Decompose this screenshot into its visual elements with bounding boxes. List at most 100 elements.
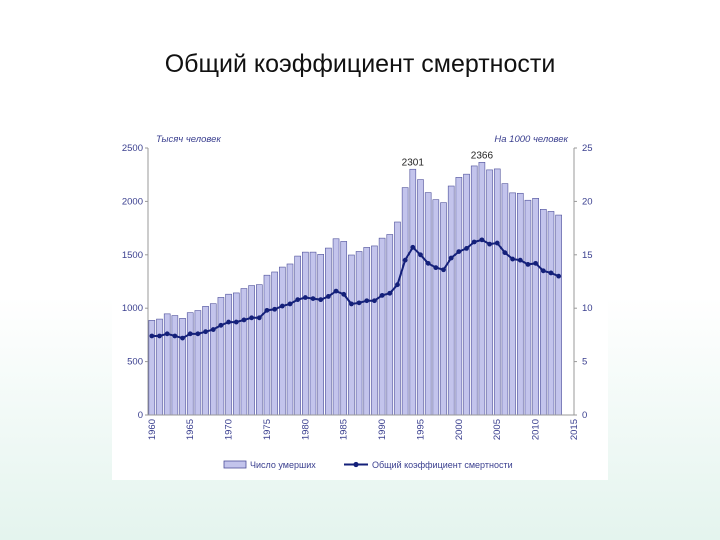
legend: Число умерших Общий коэффициент смертнос… [223,460,513,470]
slide-title: Общий коэффициент смертности [164,50,556,78]
left-axis-unit-label: Тысяч человек [156,134,221,145]
right-tick-label: 25 [582,143,593,154]
bar-1992 [394,221,401,416]
rate-point-1992 [395,282,400,288]
bar-1968 [209,303,217,416]
bar-1973 [248,285,255,416]
bar-1963 [171,315,179,416]
right-tick-label: 5 [582,357,587,368]
bar-1993 [401,187,409,416]
rate-point-1968 [210,327,216,332]
rate-point-1989 [372,298,377,304]
bar-2011 [539,209,547,416]
left-tick-label: 2000 [122,196,143,207]
rate-point-2007 [510,256,515,262]
bar-2010 [532,198,539,416]
rate-point-1966 [195,331,201,337]
rate-point-1990 [379,292,385,298]
rate-point-1996 [425,260,431,266]
rate-point-1999 [448,255,454,261]
bar-1961 [156,318,163,416]
rate-point-1982 [318,297,324,303]
rate-point-1980 [302,295,308,300]
rate-point-1986 [349,301,354,307]
x-tick-label: 1990 [377,419,388,440]
left-tick-label: 0 [138,410,143,421]
x-tick-label: 1960 [147,419,158,440]
bar-1996 [424,192,432,416]
bar-1986 [348,254,355,416]
bars-layer [148,162,562,416]
rate-point-2009 [525,262,531,267]
rate-point-1978 [287,301,293,307]
x-tick-label: 1975 [262,419,273,440]
rate-point-1975 [264,307,270,313]
bar-1976 [271,271,278,416]
bar-2002 [470,165,478,416]
bar-1982 [317,254,325,416]
rate-point-1973 [249,315,255,321]
bar-2004 [486,169,493,416]
right-axis-unit-label: На 1000 человек [494,134,568,145]
x-tick-label: 1970 [224,419,235,440]
left-tick-label: 1000 [122,303,143,314]
x-tick-label: 2010 [531,419,542,440]
bar-1983 [325,247,332,416]
right-tick-label: 10 [582,303,593,314]
rate-point-1997 [433,265,439,271]
bar-1990 [378,237,386,416]
rate-point-1981 [310,296,316,301]
bar-2000 [455,177,463,416]
rate-point-1965 [187,331,193,337]
rate-point-1961 [157,333,162,339]
rate-point-1970 [226,319,231,325]
rate-point-1995 [418,252,423,258]
x-tick-label: 1985 [339,419,350,440]
bar-2005 [493,168,501,416]
bar-1965 [186,312,194,416]
bar-1977 [279,266,286,416]
chart-svg: Тысяч человек На 1000 человек 0 500 1000 15… [122,134,593,470]
bar-1981 [309,251,317,416]
bar-1962 [163,313,171,416]
rate-point-2012 [548,270,554,276]
bar-1995 [417,179,424,416]
bar-1975 [263,274,271,416]
rate-point-2011 [540,268,546,274]
rate-point-1964 [180,335,185,341]
legend-bar-swatch [223,460,247,469]
bar-2007 [509,192,516,416]
bar-1964 [179,318,186,416]
rate-point-1960 [149,333,155,339]
left-tick-label: 500 [127,357,143,368]
bar-2008 [516,192,524,416]
bar-1969 [217,297,225,416]
bar-1997 [432,199,440,416]
annotations-layer: 2301 2366 [402,150,494,168]
x-tick-label: 1980 [300,419,311,440]
bar-1987 [355,251,363,416]
rate-point-1984 [333,288,339,294]
rate-point-1987 [356,300,362,306]
bar-2003 [478,162,486,416]
rate-point-2005 [494,240,500,246]
bar-1979 [294,255,301,416]
line-layer [149,237,562,341]
bar-1980 [302,251,309,416]
rate-point-1998 [441,267,446,273]
bar-1974 [256,284,263,416]
chart-panel: Тысяч человек На 1000 человек 0 500 1000 15… [112,122,608,480]
rate-point-2004 [487,241,492,247]
x-tick-label: 1965 [185,419,196,440]
bar-2013 [555,214,562,416]
rate-point-2002 [471,239,477,245]
rate-point-1983 [325,294,331,299]
annotation-2366: 2366 [471,150,494,161]
x-tick-label: 2015 [569,419,580,440]
x-tick-label: 2000 [454,419,465,440]
right-tick-label: 0 [582,410,587,421]
rate-point-1969 [218,322,224,328]
rate-point-1972 [241,317,247,323]
bar-2006 [501,183,509,416]
bar-1998 [440,202,447,416]
